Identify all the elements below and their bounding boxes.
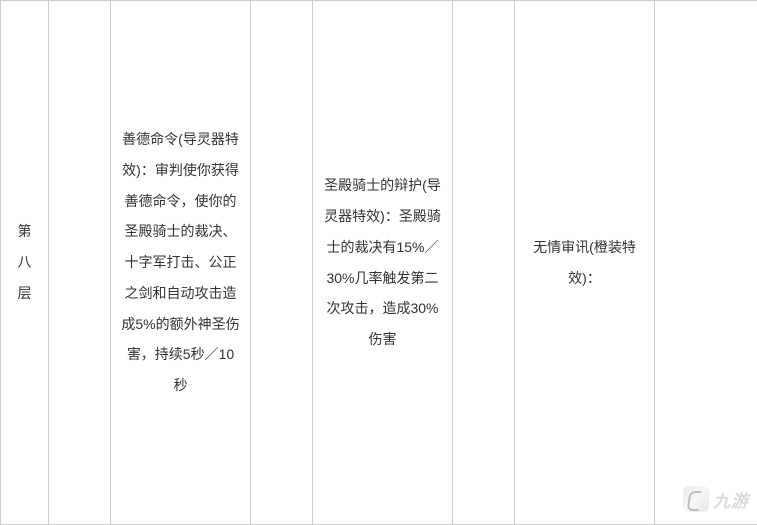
cell-skill-2: 圣殿骑士的辩护(导灵器特效)：圣殿骑士的裁决有15%／30%几率触发第二次攻击，… — [313, 1, 453, 525]
cell-empty-4 — [655, 1, 757, 525]
row-label-cell: 第 八 层 — [1, 1, 49, 525]
watermark-text: 九游 — [713, 487, 749, 512]
watermark-logo-icon — [683, 486, 709, 512]
cell-empty-1 — [49, 1, 111, 525]
cell-empty-3 — [453, 1, 515, 525]
skill-table: 第 八 层 善德命令(导灵器特效)：审判使你获得善德命令，使你的圣殿骑士的裁决、… — [0, 0, 757, 525]
cell-empty-2 — [251, 1, 313, 525]
cell-skill-1: 善德命令(导灵器特效)：审判使你获得善德命令，使你的圣殿骑士的裁决、十字军打击、… — [111, 1, 251, 525]
cell-skill-3: 无情审讯(橙装特效)： — [515, 1, 655, 525]
row-label-char: 层 — [5, 278, 44, 309]
row-label-char: 第 — [5, 216, 44, 247]
watermark: 九游 — [639, 481, 749, 517]
table-row: 第 八 层 善德命令(导灵器特效)：审判使你获得善德命令，使你的圣殿骑士的裁决、… — [1, 1, 757, 525]
row-label-char: 八 — [5, 247, 44, 278]
